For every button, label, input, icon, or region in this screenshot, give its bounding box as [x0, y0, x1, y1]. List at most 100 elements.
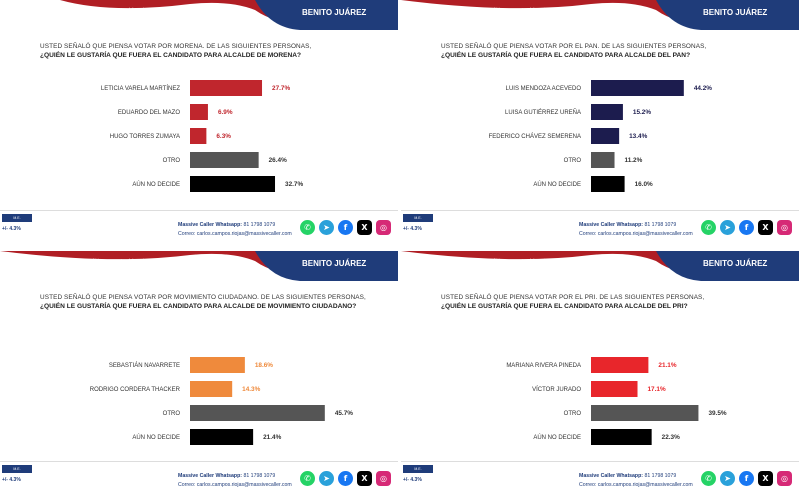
- bar: [190, 80, 263, 96]
- panel-chrome: [0, 251, 398, 462]
- email-address[interactable]: carlos.campos.riojas@massivecaller.com: [196, 482, 292, 488]
- bar-chart-mc: SEBASTIÁN NAVARRETE 18.6% RODRIGO CORDERA …: [90, 357, 353, 445]
- instagram-icon[interactable]: ◎: [376, 220, 391, 235]
- category-label: VÍCTOR JURADO: [532, 386, 581, 393]
- footer-divider: [401, 461, 799, 462]
- whatsapp-contact: Massive Caller Whatsapp: 81 1798 1079: [579, 473, 676, 479]
- data-label: 21.4%: [263, 434, 281, 441]
- margin-error-value: +/- 4.3%: [403, 226, 422, 232]
- footer-divider: [0, 210, 398, 211]
- whatsapp-icon[interactable]: ✆: [300, 220, 315, 235]
- email-address[interactable]: carlos.campos.riojas@massivecaller.com: [196, 231, 292, 237]
- data-label: 11.2%: [625, 157, 643, 164]
- telegram-icon[interactable]: ➤: [720, 220, 735, 235]
- whatsapp-number: 81 1798 1079: [644, 473, 677, 479]
- email-address[interactable]: carlos.campos.riojas@massivecaller.com: [597, 482, 693, 488]
- bar: [190, 405, 325, 421]
- question-line-1: USTED SEÑALÓ QUE PIENSA VOTAR POR EL PRI…: [441, 294, 705, 301]
- category-label: AÚN NO DECIDE: [533, 434, 581, 441]
- whatsapp-contact: Massive Caller Whatsapp: 81 1798 1079: [579, 222, 676, 228]
- facebook-icon[interactable]: f: [338, 220, 353, 235]
- city-name: BENITO JUÁREZ: [703, 8, 768, 17]
- category-label: LUIS MENDOZA ACEVEDO: [506, 86, 582, 92]
- email-contact: Correo: carlos.campos.riojas@massivecall…: [178, 482, 292, 488]
- chart-panel-pri: Última encuesta elaborada: 09 DE DICIEMB…: [401, 251, 799, 497]
- facebook-icon[interactable]: f: [338, 471, 353, 486]
- email-contact: Correo: carlos.campos.riojas@massivecall…: [579, 482, 693, 488]
- category-label: LETICIA VARELA MARTÍNEZ: [101, 85, 180, 92]
- bar: [591, 429, 652, 445]
- facebook-icon[interactable]: f: [739, 471, 754, 486]
- category-label: OTRO: [163, 158, 181, 164]
- bar-chart-morena: LETICIA VARELA MARTÍNEZ 27.7% EDUARDO DEL …: [101, 80, 303, 192]
- margin-error-tag: M.E.: [2, 214, 32, 222]
- data-label: 39.5%: [708, 410, 726, 417]
- bar: [591, 80, 684, 96]
- margin-error-value: +/- 4.3%: [2, 226, 21, 232]
- instagram-icon[interactable]: ◎: [376, 471, 391, 486]
- x-icon[interactable]: X: [758, 471, 773, 486]
- margin-error-value: +/- 4.3%: [2, 477, 21, 483]
- email-contact: Correo: carlos.campos.riojas@massivecall…: [579, 231, 693, 237]
- whatsapp-label: Massive Caller Whatsapp:: [178, 473, 243, 479]
- telegram-icon[interactable]: ➤: [319, 471, 334, 486]
- header-city-band: [656, 0, 799, 30]
- instagram-icon[interactable]: ◎: [777, 471, 792, 486]
- panel-chrome: [0, 0, 398, 211]
- whatsapp-icon[interactable]: ✆: [300, 471, 315, 486]
- whatsapp-icon[interactable]: ✆: [701, 471, 716, 486]
- footer-divider: [0, 461, 398, 462]
- category-label: AÚN NO DECIDE: [533, 181, 581, 188]
- bar: [190, 176, 276, 192]
- data-label: 32.7%: [285, 181, 303, 188]
- header-city-band: [255, 0, 398, 30]
- facebook-icon[interactable]: f: [739, 220, 754, 235]
- margin-error-value: +/- 4.3%: [403, 477, 422, 483]
- whatsapp-number: 81 1798 1079: [243, 222, 276, 228]
- category-label: AÚN NO DECIDE: [132, 434, 180, 441]
- whatsapp-number: 81 1798 1079: [243, 473, 276, 479]
- whatsapp-label: Massive Caller Whatsapp:: [579, 222, 644, 228]
- email-label: Correo:: [178, 482, 196, 488]
- telegram-icon[interactable]: ➤: [319, 220, 334, 235]
- telegram-icon[interactable]: ➤: [720, 471, 735, 486]
- x-icon[interactable]: X: [357, 471, 372, 486]
- instagram-icon[interactable]: ◎: [777, 220, 792, 235]
- data-label: 27.7%: [272, 85, 290, 92]
- whatsapp-icon[interactable]: ✆: [701, 220, 716, 235]
- question-line-2: ¿QUIÉN LE GUSTARÍA QUE FUERA EL CANDIDAT…: [40, 52, 302, 59]
- bar: [591, 357, 649, 373]
- bar: [190, 152, 259, 168]
- data-label: 22.3%: [662, 434, 680, 441]
- bar: [190, 128, 207, 144]
- category-label: FEDERICO CHÁVEZ SEMERENA: [489, 133, 581, 140]
- bar: [591, 176, 625, 192]
- data-label: 17.1%: [648, 386, 666, 393]
- bar: [190, 429, 254, 445]
- survey-date: Última encuesta elaborada: 09 DE DICIEMB…: [493, 258, 612, 263]
- data-label: 6.3%: [216, 133, 231, 140]
- category-label: OTRO: [163, 411, 181, 417]
- bar: [591, 405, 699, 421]
- question-line-2: ¿QUIÉN LE GUSTARÍA QUE FUERA EL CANDIDAT…: [441, 52, 691, 59]
- x-icon[interactable]: X: [357, 220, 372, 235]
- category-label: SEBASTIÁN NAVARRETE: [109, 362, 180, 369]
- data-label: 16.0%: [635, 181, 653, 188]
- email-address[interactable]: carlos.campos.riojas@massivecaller.com: [597, 231, 693, 237]
- bar: [190, 381, 233, 397]
- x-icon[interactable]: X: [758, 220, 773, 235]
- whatsapp-number: 81 1798 1079: [644, 222, 677, 228]
- margin-error-tag: M.E.: [2, 465, 32, 473]
- margin-error-tag: M.E.: [403, 465, 433, 473]
- bar: [591, 128, 620, 144]
- category-label: MARIANA RIVERA PINEDA: [506, 363, 581, 369]
- question-line-2: ¿QUIÉN LE GUSTARÍA QUE FUERA EL CANDIDAT…: [40, 303, 357, 310]
- bar: [190, 357, 245, 373]
- margin-error-tag: M.E.: [403, 214, 433, 222]
- chart-panel-morena: Última encuesta elaborada: 09 DE DICIEMB…: [0, 0, 398, 246]
- question-line-1: USTED SEÑALÓ QUE PIENSA VOTAR POR MOVIMI…: [40, 294, 366, 301]
- bar: [190, 104, 208, 120]
- category-label: EDUARDO DEL MAZO: [118, 110, 180, 116]
- survey-date: Última encuesta elaborada: 09 DE DICIEMB…: [493, 7, 612, 12]
- category-label: AÚN NO DECIDE: [132, 181, 180, 188]
